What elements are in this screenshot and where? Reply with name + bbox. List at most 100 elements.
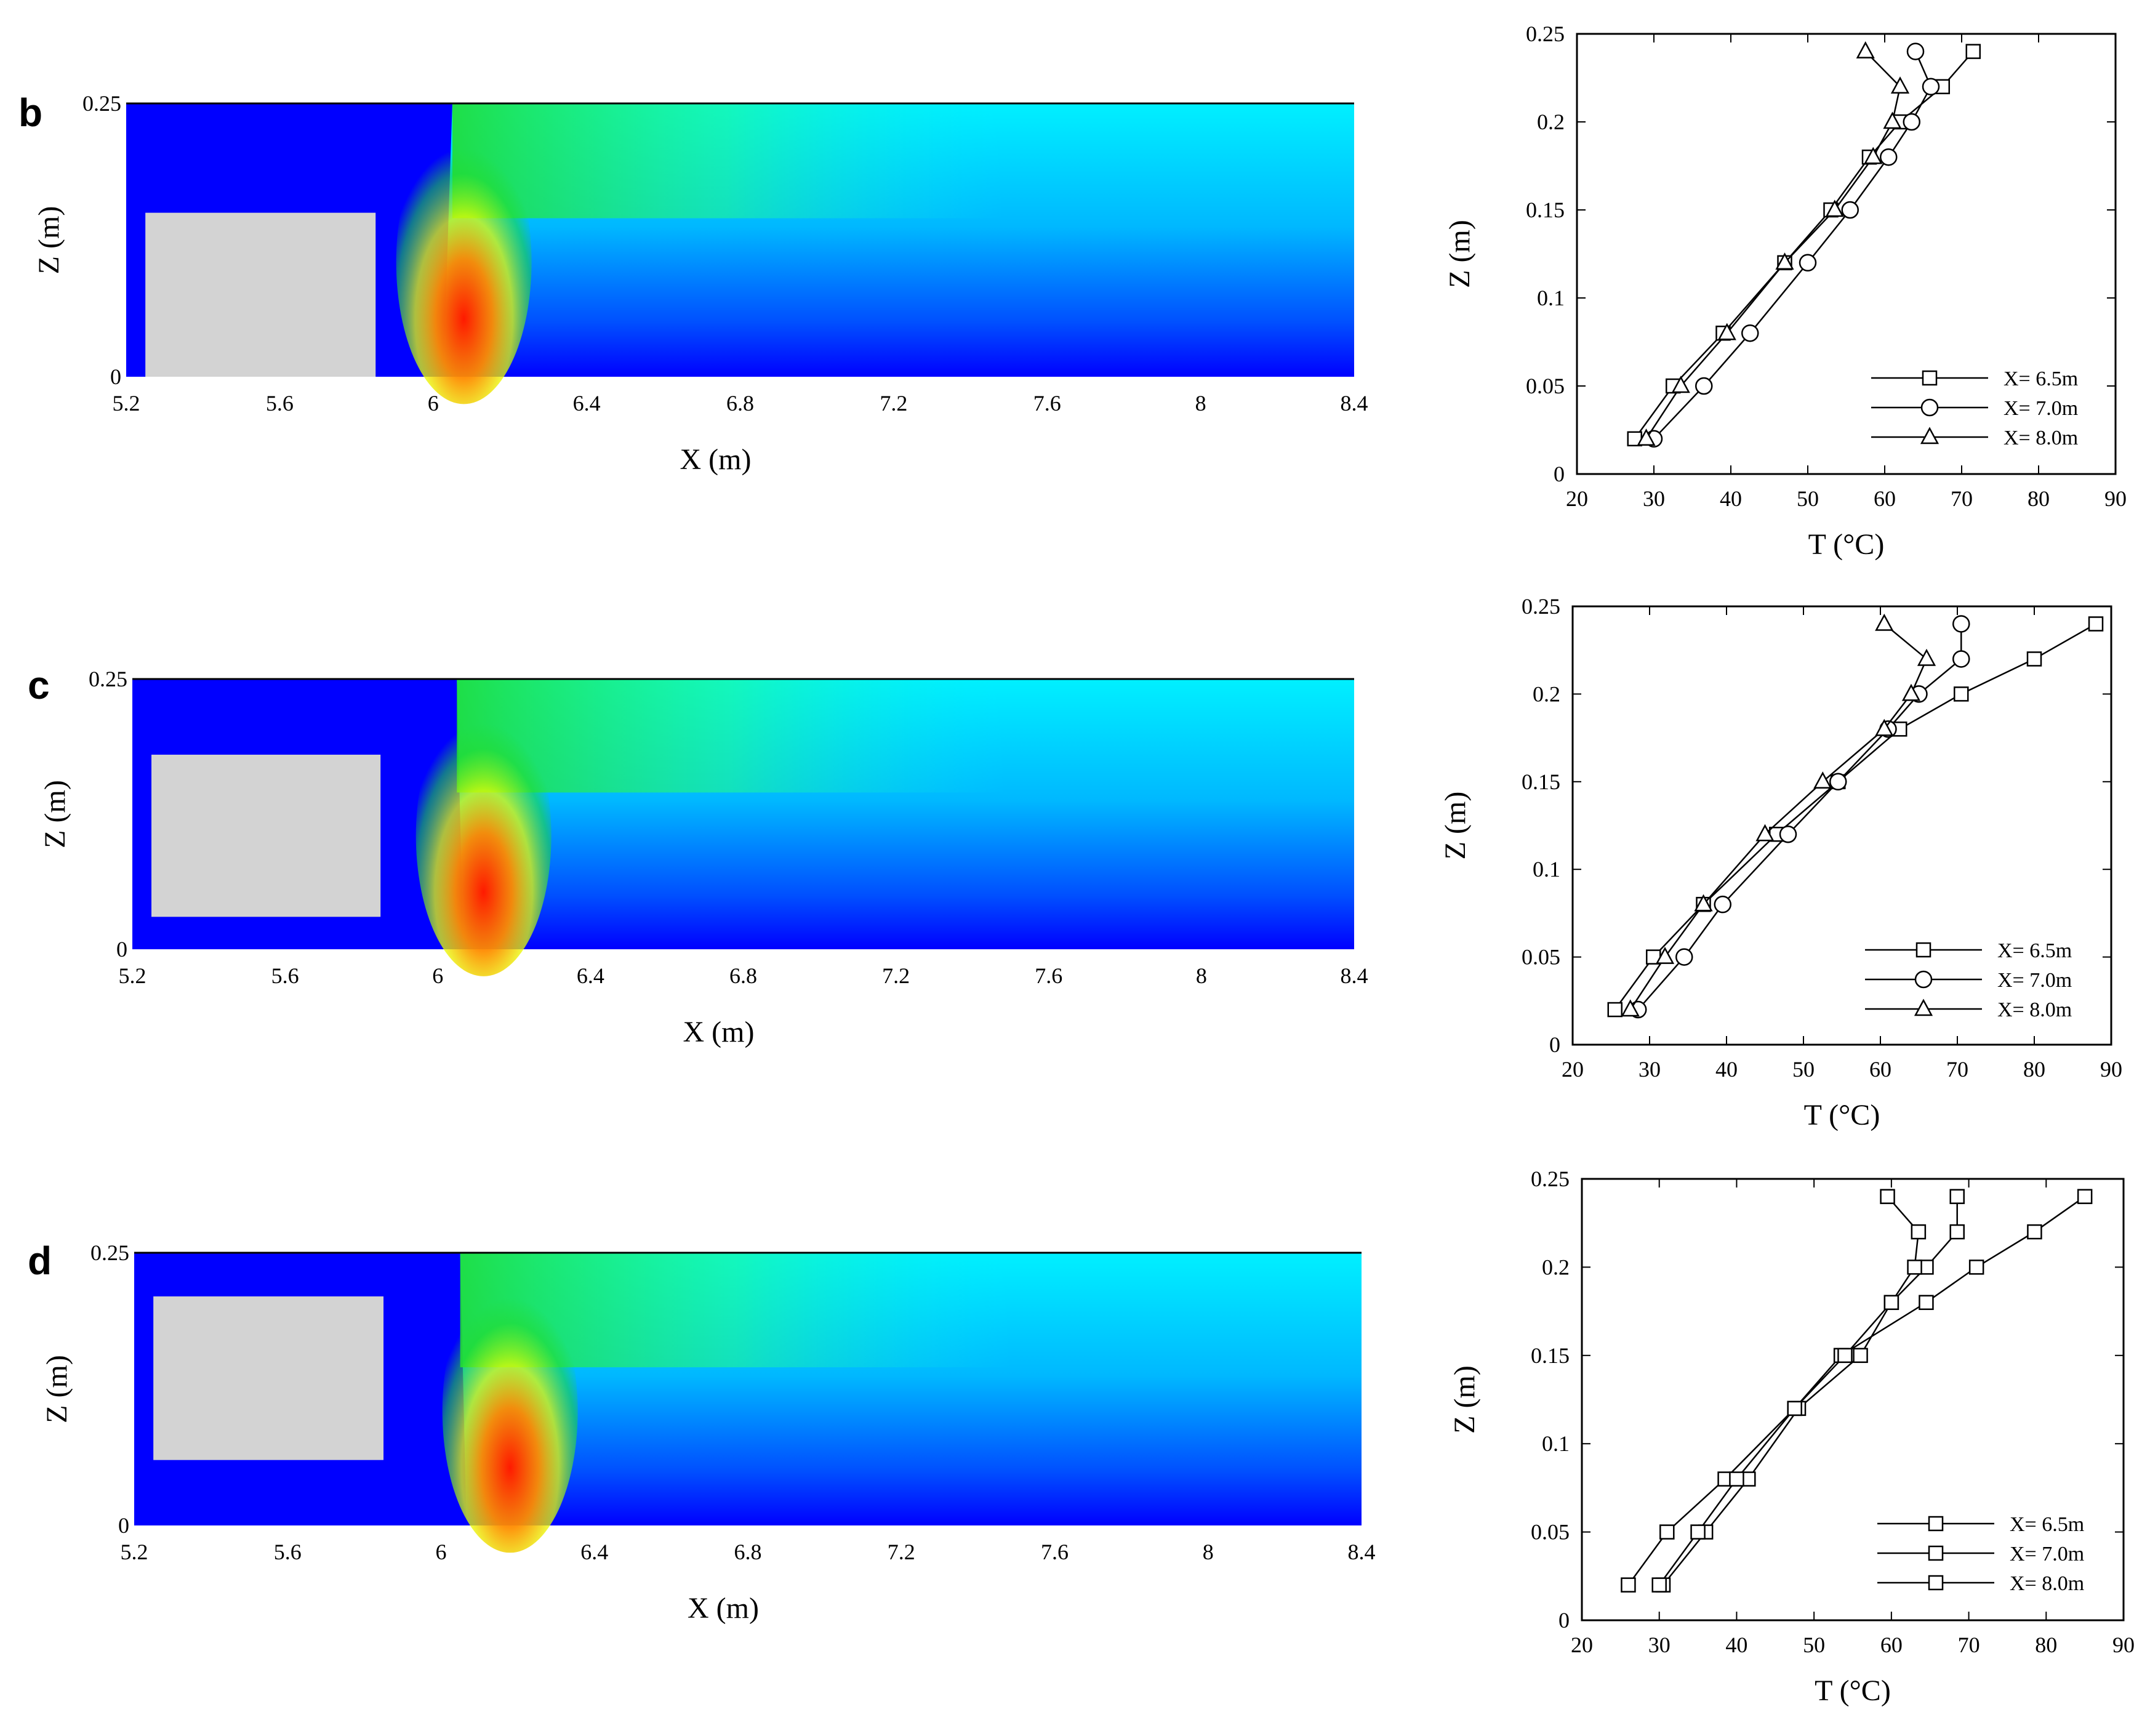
- profile-chart-b: 20 30 40 50 60 70 80 90 0 0.05 0.1 0.15 0.2 0.25 T (°C…: [1443, 22, 2127, 561]
- contour-panel-c: c 5.2 5.6 6 6.4 6.8 7.2 7.6 8 8.4 0 0.25 X (m) Z (m): [28, 663, 1368, 1048]
- x-tick-label: 8: [1195, 391, 1206, 416]
- data-point: [1919, 1295, 1934, 1311]
- x-tick-label: 6.8: [734, 1540, 762, 1564]
- data-point: [1853, 1348, 1868, 1364]
- panel-label: c: [28, 663, 50, 707]
- plot-frame: [1571, 605, 2112, 1046]
- legend-label: X= 6.5m: [2010, 1513, 2084, 1536]
- x-tick-label: 60: [1869, 1057, 1891, 1082]
- x-tick-label: 7.2: [880, 391, 907, 416]
- data-point: [1729, 1471, 1744, 1487]
- x-tick-label: 7.6: [1033, 391, 1061, 416]
- data-point: [1883, 111, 1902, 129]
- x-tick-label: 8.4: [1341, 963, 1368, 988]
- y-tick-label: 0.15: [1526, 198, 1565, 222]
- profile-chart-c: 20 30 40 50 60 70 80 90 0 0.05 0.1 0.15 0.2 0.25 T (°C…: [1439, 594, 2122, 1131]
- y-tick-label: 0.1: [1533, 857, 1560, 882]
- data-point: [1607, 1002, 1623, 1018]
- fire-plume: [396, 119, 532, 404]
- data-point: [1675, 948, 1693, 966]
- series-line: [1653, 51, 1932, 440]
- ceiling-hot-layer: [457, 679, 1007, 793]
- legend-marker: [1920, 427, 1939, 444]
- y-tick-label: 0: [118, 1513, 129, 1538]
- y-tick-label: 0: [1549, 1032, 1560, 1057]
- data-point: [1694, 894, 1713, 912]
- x-tick-label: 90: [2112, 1633, 2135, 1657]
- x-tick-label: 6.4: [577, 963, 604, 988]
- data-point: [1775, 252, 1794, 270]
- data-point: [1717, 323, 1736, 340]
- x-tick-label: 60: [1874, 486, 1896, 511]
- x-tick-label: 90: [2104, 486, 2127, 511]
- data-point: [1907, 1260, 1922, 1275]
- obstacle-block: [151, 754, 381, 917]
- legend-marker: [1920, 398, 1939, 417]
- x-tick-label: 70: [1946, 1057, 1968, 1082]
- x-tick-label: 80: [2028, 486, 2050, 511]
- data-point: [1864, 147, 1883, 164]
- x-axis-label: X (m): [688, 1592, 759, 1625]
- y-tick-label: 0.25: [90, 1240, 129, 1265]
- data-point: [1875, 613, 1894, 631]
- y-tick-label: 0.2: [1537, 110, 1565, 134]
- x-tick-label: 30: [1639, 1057, 1661, 1082]
- y-tick-label: 0.25: [1526, 22, 1565, 46]
- plot-frame: [1576, 33, 2117, 475]
- data-point: [1637, 428, 1656, 446]
- x-tick-label: 8: [1203, 1540, 1214, 1564]
- x-tick-label: 8.4: [1348, 1540, 1376, 1564]
- legend-label: X= 6.5m: [1997, 939, 2072, 962]
- data-point: [1841, 201, 1859, 219]
- data-point: [1825, 199, 1844, 217]
- x-axis-label: T (°C): [1804, 1099, 1880, 1131]
- legend-label: X= 8.0m: [1997, 999, 2072, 1021]
- x-tick-label: 6: [436, 1540, 447, 1564]
- y-tick-label: 0: [1558, 1608, 1570, 1633]
- obstacle-block: [153, 1296, 384, 1460]
- legend-label: X= 7.0m: [1997, 969, 2072, 992]
- x-tick-label: 40: [1715, 1057, 1738, 1082]
- x-axis-label: T (°C): [1808, 528, 1885, 561]
- series-line: [1645, 50, 1901, 440]
- data-point: [1952, 650, 1970, 668]
- data-point: [1883, 1295, 1899, 1311]
- contour-panel-d: d 5.2 5.6 6 6.4 6.8 7.2 7.6 8 8.4 0 0.25 X (m) Z (m): [28, 1239, 1376, 1625]
- data-point: [1954, 686, 1969, 702]
- data-point: [1799, 254, 1817, 272]
- y-tick-label: 0.1: [1542, 1431, 1570, 1456]
- data-point: [1690, 1524, 1706, 1540]
- data-point: [1695, 377, 1713, 395]
- x-tick-label: 8.4: [1341, 391, 1368, 416]
- x-tick-label: 20: [1562, 1057, 1584, 1082]
- legend-label: X= 6.5m: [2004, 368, 2078, 390]
- series-1: [1645, 42, 1940, 448]
- y-axis-label: Z (m): [1439, 792, 1472, 860]
- x-axis-label: T (°C): [1815, 1674, 1891, 1707]
- x-tick-label: 5.6: [274, 1540, 302, 1564]
- contour-panel-b: b 5.2 5.6 6 6.4 6.8 7.2 7.6 8 8.4 0 0.25 X (m) Z (m): [18, 90, 1368, 476]
- data-point: [1965, 44, 1981, 59]
- data-point: [1621, 1577, 1636, 1593]
- y-tick-label: 0: [116, 937, 127, 962]
- x-tick-label: 7.2: [882, 963, 910, 988]
- fire-plume: [415, 695, 552, 976]
- data-point: [1949, 1189, 1965, 1204]
- legend-marker: [1914, 999, 1933, 1016]
- ceiling-hot-layer: [452, 103, 1005, 219]
- data-point: [1901, 683, 1921, 701]
- legend-label: X= 7.0m: [2010, 1543, 2084, 1565]
- x-tick-label: 40: [1725, 1633, 1747, 1657]
- legend-label: X= 7.0m: [2004, 397, 2078, 420]
- x-tick-label: 70: [1958, 1633, 1980, 1657]
- legend-marker: [1915, 942, 1931, 958]
- y-tick-label: 0: [110, 364, 121, 389]
- data-point: [1813, 771, 1832, 789]
- data-point: [1906, 42, 1925, 60]
- data-point: [1741, 324, 1759, 342]
- y-tick-label: 0.05: [1522, 945, 1560, 970]
- data-point: [2027, 1224, 2042, 1240]
- x-tick-label: 50: [1803, 1633, 1825, 1657]
- x-tick-label: 6.4: [573, 391, 601, 416]
